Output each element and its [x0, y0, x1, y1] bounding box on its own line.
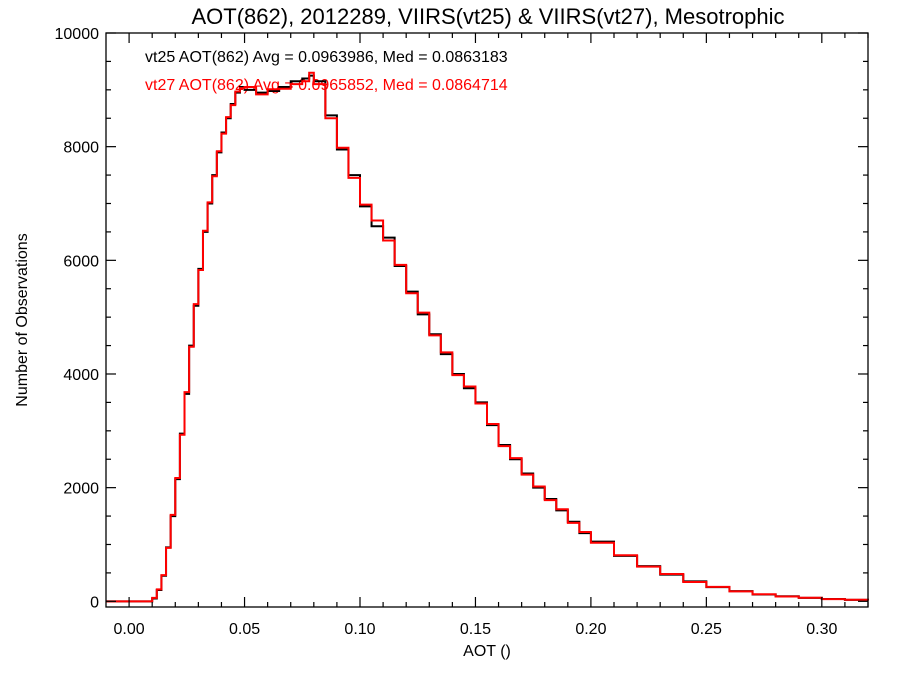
y-tick-label: 0 [90, 594, 99, 611]
chart-title: AOT(862), 2012289, VIIRS(vt25) & VIIRS(v… [191, 4, 784, 29]
x-tick-label: 0.15 [460, 621, 491, 638]
x-tick-label: 0.25 [691, 621, 722, 638]
axes-layer: 0.00 0.05 0.10 0.15 0.20 0.25 0.30 0 2000 4000 600… [55, 26, 869, 638]
x-tick-label: 0.30 [806, 621, 837, 638]
series-line-1 [106, 71, 869, 603]
y-tick-label: 2000 [63, 481, 99, 498]
y-axis-label: Number of Observations [14, 233, 31, 406]
series-layer [106, 71, 869, 603]
x-axis-label: AOT () [463, 643, 511, 660]
y-tick-label: 6000 [63, 253, 99, 270]
y-tick-label: 8000 [63, 140, 99, 157]
annotation-vt27: vt27 AOT(862) Avg = 0.0965852, Med = 0.0… [145, 77, 508, 94]
y-tick-label: 10000 [55, 26, 100, 43]
x-tick-label: 0.00 [114, 621, 145, 638]
x-tick-label: 0.05 [229, 621, 260, 638]
y-tick-label: 4000 [63, 367, 99, 384]
annotation-vt25: vt25 AOT(862) Avg = 0.0963986, Med = 0.0… [145, 49, 508, 66]
x-tick-label: 0.10 [344, 621, 375, 638]
x-tick-label: 0.20 [575, 621, 606, 638]
plot-frame [105, 32, 869, 608]
